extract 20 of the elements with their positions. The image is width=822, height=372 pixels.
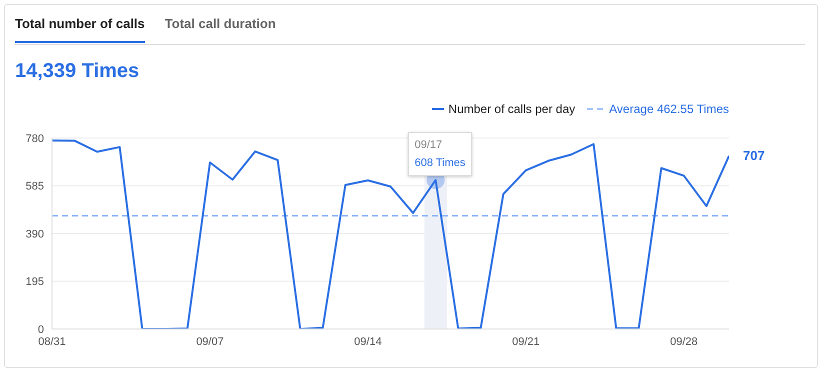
y-tick-label: 780 <box>26 132 44 145</box>
x-tick-label: 09/14 <box>354 336 382 348</box>
y-tick-label: 195 <box>26 276 44 288</box>
tooltip-box: 09/17 608 Times <box>408 132 472 176</box>
legend-label: Average 462.55 Times <box>609 102 729 116</box>
y-tick-label: 585 <box>26 180 44 193</box>
x-tick-label: 09/21 <box>512 336 540 348</box>
y-tick-label: 0 <box>38 324 44 336</box>
chart-subtitle: 14,339 Times <box>15 60 140 83</box>
x-tick-label: 09/28 <box>670 336 698 348</box>
data-label: 707 <box>743 148 765 163</box>
x-tick-label: 09/07 <box>196 336 224 348</box>
legend-label: Number of calls per day <box>447 102 576 116</box>
line-series <box>52 139 729 329</box>
text: Total call duration <box>164 16 276 33</box>
y-tick-label: 390 <box>26 228 44 240</box>
chart-title: Total number of calls <box>15 16 145 43</box>
annotation: 608 Times <box>414 156 466 172</box>
annotation: 09/17 <box>414 138 444 154</box>
x-tick-label: 08/31 <box>38 336 66 348</box>
